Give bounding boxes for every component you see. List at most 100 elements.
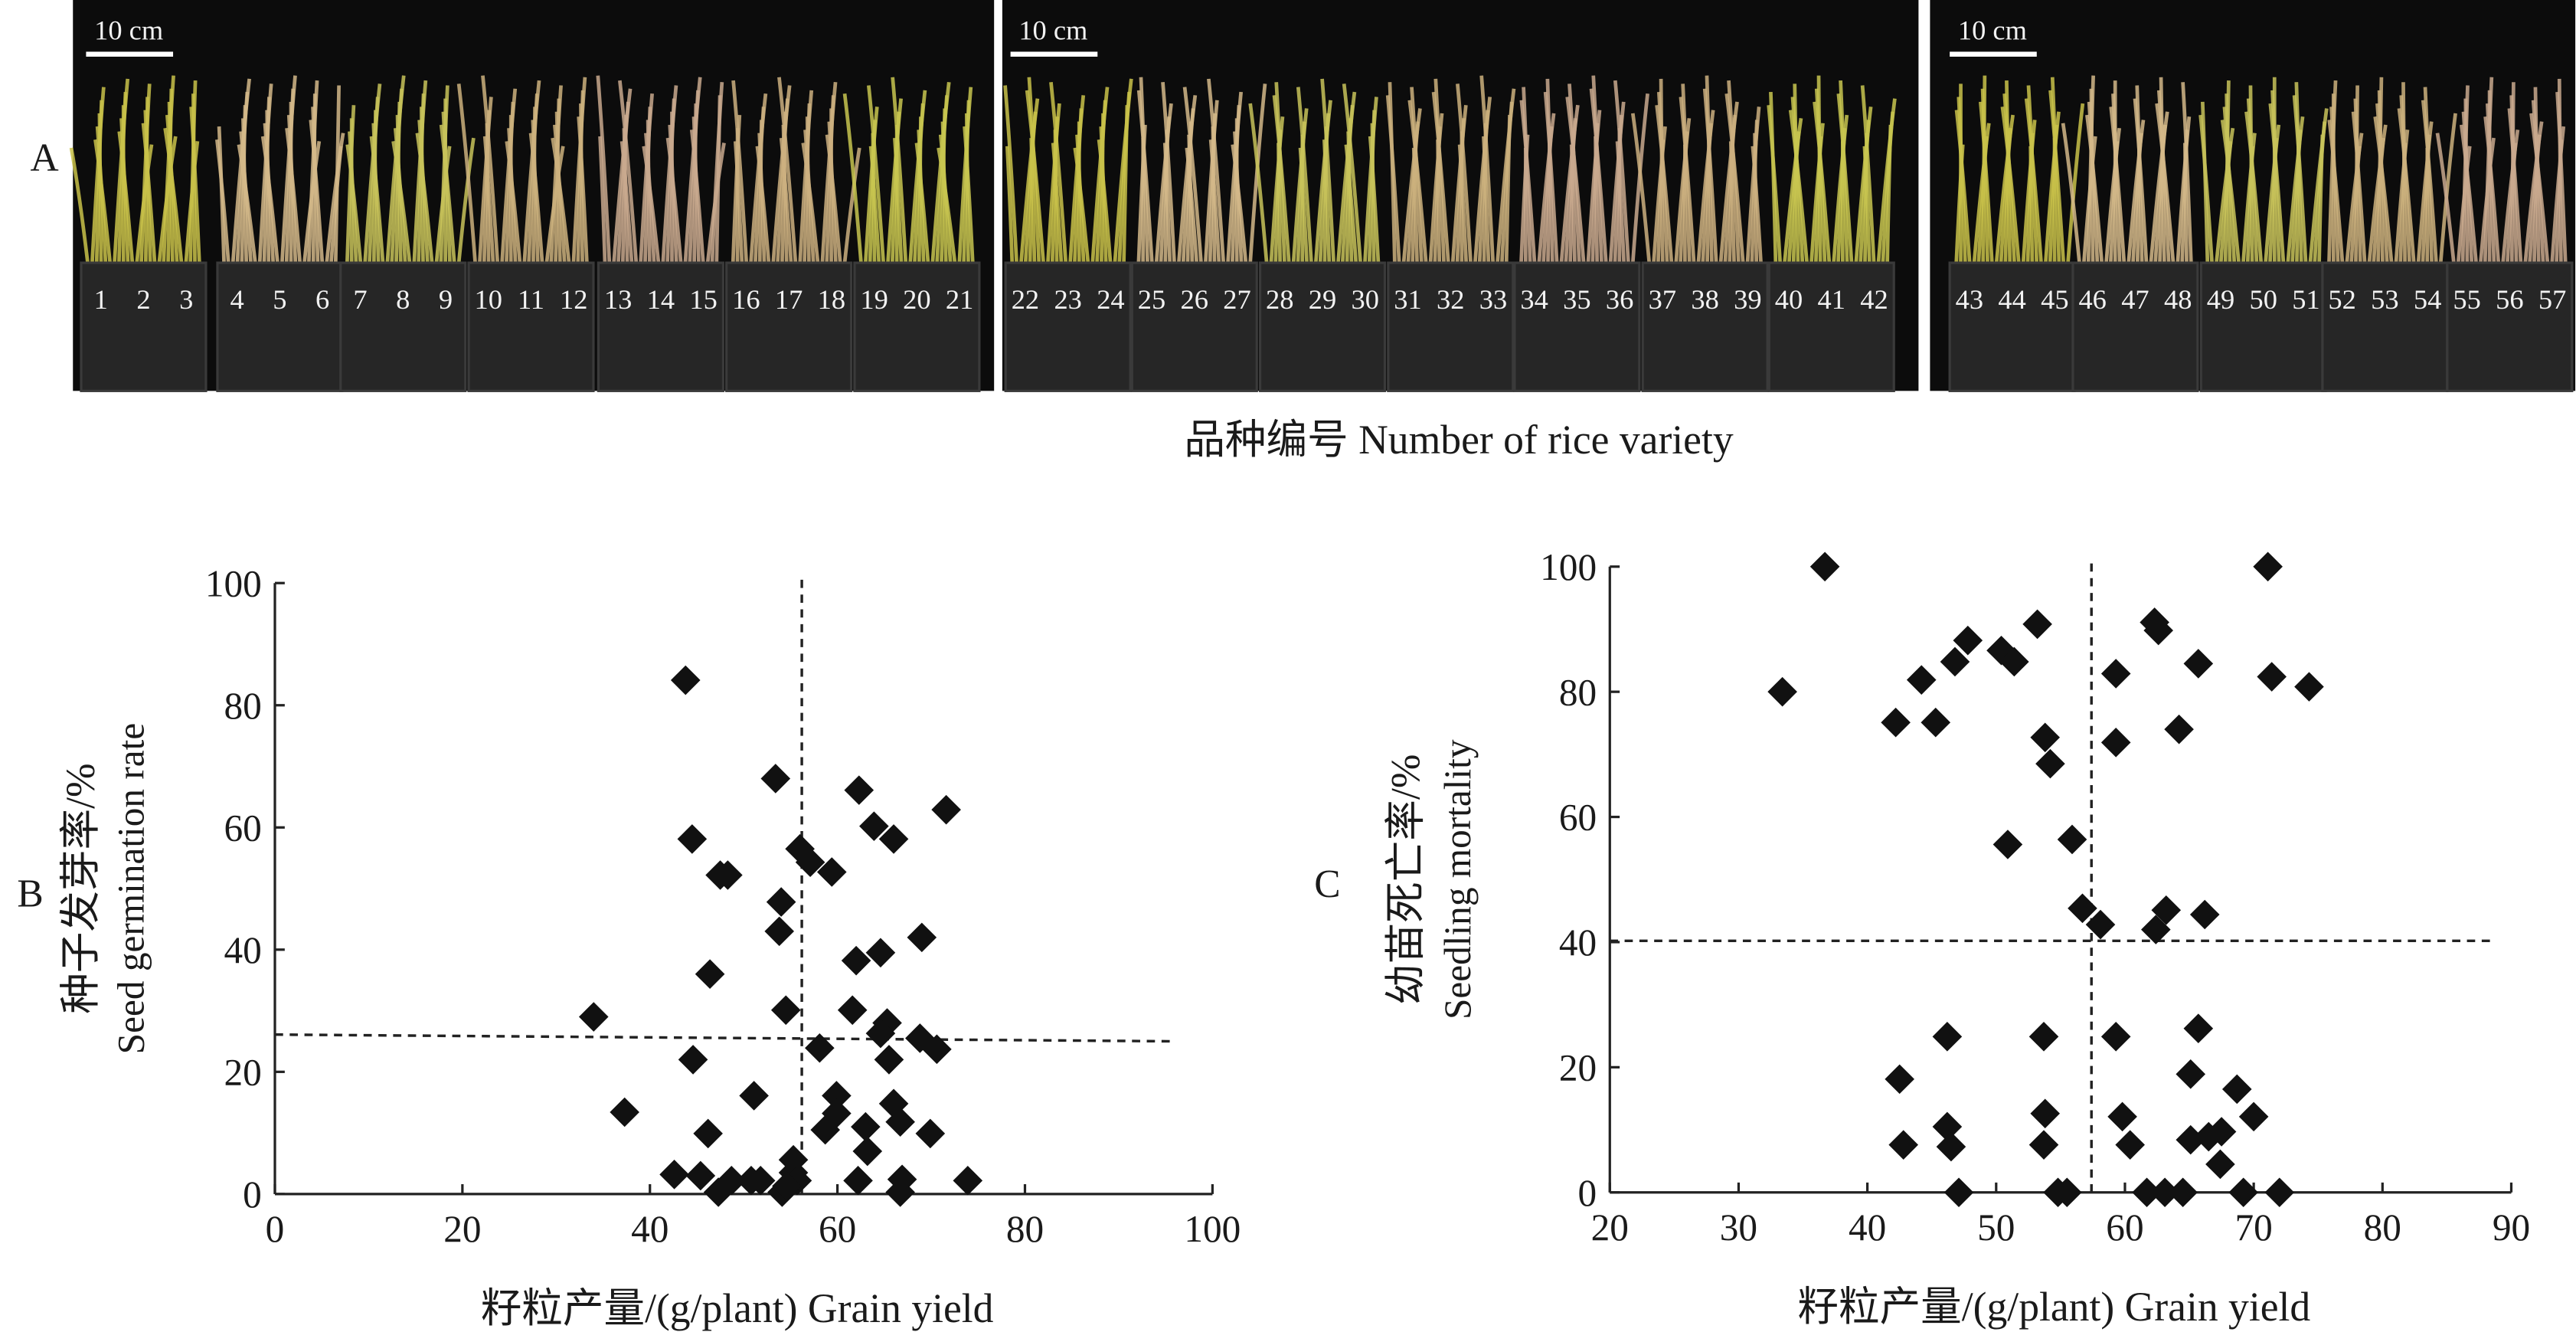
pot	[216, 261, 344, 392]
plant-leaf	[1751, 146, 1763, 263]
plant-leaf	[868, 146, 881, 263]
plant-leaf	[2048, 90, 2066, 263]
data-point	[2228, 1177, 2258, 1208]
data-point	[1921, 707, 1951, 738]
plant-leaf	[456, 137, 476, 263]
plant-leaf	[1862, 146, 1872, 263]
pot	[1513, 261, 1641, 392]
data-point	[2238, 1101, 2269, 1132]
plant-leaf	[69, 147, 90, 263]
data-point	[1767, 676, 1797, 707]
variety-number: 48	[2164, 284, 2192, 315]
y-tick-label: 20	[1559, 1046, 1597, 1088]
data-point	[2183, 649, 2214, 679]
data-point	[2100, 728, 2131, 758]
plant-leaf	[1431, 91, 1450, 263]
data-point	[693, 1118, 723, 1149]
pot	[1948, 261, 2076, 392]
variety-number: 15	[689, 284, 717, 315]
data-point	[764, 916, 795, 947]
y-tick-label: 60	[1559, 797, 1597, 839]
plant-leaf	[1322, 139, 1332, 263]
plant-leaf	[2435, 133, 2456, 263]
plant-leaf	[369, 136, 385, 263]
variety-number: 22	[1012, 284, 1039, 315]
plant-leaf	[1029, 138, 1037, 263]
plant-leaf	[189, 106, 201, 263]
plant-leaf	[893, 137, 904, 263]
pot	[1004, 261, 1132, 392]
data-point	[1885, 1064, 1914, 1095]
plant-leaf	[1702, 88, 1718, 263]
x-tick-label: 50	[1977, 1206, 2015, 1249]
variety-number: 36	[1606, 284, 1633, 315]
plant-leaf	[1248, 103, 1269, 263]
plant-leaf	[1565, 97, 1586, 263]
plant-leaf	[619, 141, 634, 263]
plant-leaf	[779, 137, 793, 263]
x-tick-label: 60	[819, 1208, 856, 1250]
data-point	[841, 945, 871, 976]
variety-number: 5	[273, 284, 286, 315]
data-point	[2253, 551, 2283, 582]
variety-number: 21	[946, 284, 973, 315]
data-point	[695, 959, 725, 990]
plant-leaf	[415, 133, 434, 263]
plant-leaf	[914, 142, 930, 263]
variety-number: 56	[2496, 284, 2523, 315]
plant-leaf	[1813, 101, 1832, 263]
scale-bar-label: 10 cm	[1018, 15, 1087, 45]
plant-leaf	[2351, 111, 2367, 263]
plant-leaf	[1182, 87, 1203, 263]
pot	[339, 261, 467, 392]
scale-bar-label: 10 cm	[94, 15, 163, 45]
y-tick-label: 100	[1540, 546, 1597, 588]
plant-leaf	[2438, 113, 2457, 263]
pot	[1387, 261, 1515, 392]
variety-number: 2	[136, 284, 150, 315]
plant-leaf	[1457, 144, 1469, 263]
plant-leaf	[1724, 93, 1745, 263]
variety-number: 14	[647, 284, 675, 315]
plant-leaf	[1589, 88, 1608, 263]
panel-label: C	[1314, 862, 1340, 906]
plant-leaf	[482, 136, 495, 263]
data-point	[2022, 609, 2052, 640]
data-point	[1809, 551, 1840, 582]
variety-number: 40	[1775, 284, 1803, 315]
data-point	[2205, 1149, 2235, 1180]
data-point	[2257, 662, 2287, 692]
plant-leaf	[2317, 134, 2325, 263]
plant-leaf	[596, 75, 612, 263]
plant-leaf	[1122, 105, 1129, 263]
data-point	[874, 1045, 904, 1075]
plant-leaf	[963, 126, 975, 263]
plant-leaf	[1407, 100, 1428, 263]
plant-leaf	[1479, 75, 1496, 263]
panel-label: B	[17, 872, 43, 916]
data-point	[816, 857, 847, 887]
plant-leaf	[1073, 147, 1090, 263]
photo-panel	[69, 0, 2576, 392]
variety-number: 50	[2249, 284, 2277, 315]
x-tick-label: 100	[1184, 1208, 1241, 1250]
data-point	[670, 665, 701, 695]
variety-number: 4	[230, 284, 244, 315]
plant-leaf	[439, 124, 456, 263]
variety-number: 46	[2078, 284, 2106, 315]
plant-leaf	[1049, 81, 1068, 263]
pot	[725, 261, 853, 392]
data-point	[2028, 1022, 2059, 1052]
data-point	[2149, 1177, 2180, 1208]
data-point	[2164, 714, 2194, 745]
variety-number: 35	[1563, 284, 1590, 315]
plant-leaf	[714, 95, 722, 263]
data-point	[2068, 893, 2097, 924]
variety-number: 16	[732, 284, 760, 315]
variety-number: 9	[439, 284, 453, 315]
data-point	[1906, 665, 1937, 695]
data-point	[703, 1177, 734, 1207]
pot	[1767, 261, 1895, 392]
plant-leaf	[2483, 116, 2501, 263]
